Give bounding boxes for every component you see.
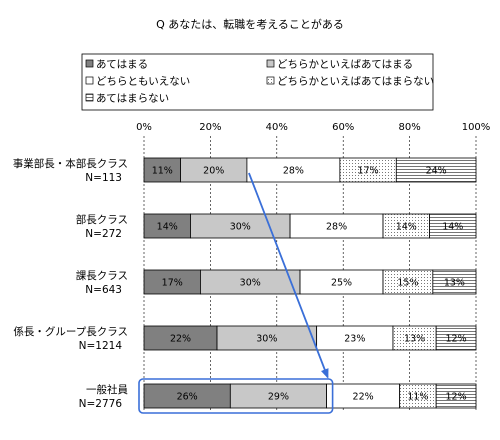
x-tick-label: 40% <box>266 122 288 133</box>
category-labels: 事業部長・本部長クラス N=113 部長クラス N=272 課長クラス N=643 係長・グ… <box>13 157 129 410</box>
chart-title: Q あなたは、転職を考えることがある <box>156 17 344 31</box>
bar-data-label: 13% <box>444 278 465 289</box>
bar-data-label: 11% <box>152 166 173 177</box>
bar-segment <box>395 157 477 183</box>
bar-data-label: 29% <box>268 392 289 403</box>
category-label: 部長クラス <box>76 213 128 226</box>
bar-segment <box>289 213 384 239</box>
bar-data-label: 17% <box>162 278 183 289</box>
bar-data-label: 30% <box>256 334 277 345</box>
bar-data-label: 25% <box>331 278 352 289</box>
bar-data-label: 22% <box>353 392 374 403</box>
category-n-label: N=2776 <box>79 398 123 410</box>
category-n-label: N=113 <box>85 172 122 184</box>
x-tick-label: 60% <box>332 122 354 133</box>
bar-data-label: 12% <box>446 334 467 345</box>
category-n-label: N=1214 <box>79 340 123 352</box>
bar-data-label: 30% <box>240 278 261 289</box>
bar-segment <box>200 269 301 295</box>
category-label: 一般社員 <box>86 383 128 396</box>
category-label: 事業部長・本部長クラス <box>13 157 128 170</box>
bar-data-label: 15% <box>397 278 418 289</box>
bar-data-label: 14% <box>157 222 178 233</box>
bar-segment <box>299 269 384 295</box>
highlight-box <box>138 378 334 414</box>
bar-segment <box>429 213 477 239</box>
category-n-label: N=272 <box>85 228 122 240</box>
legend-swatch <box>85 76 94 85</box>
legend-swatch <box>266 76 275 85</box>
x-tick-label: 80% <box>398 122 420 133</box>
legend-swatch <box>85 93 94 102</box>
legend-frame <box>81 53 434 111</box>
bars: 11% 20% 28% 17% 24% 14% 30% 28% 14% 14% 17% 30% 25% 1… <box>143 157 477 409</box>
category-n-label: N=643 <box>85 284 122 296</box>
bar-data-label: 30% <box>230 222 251 233</box>
x-tick-label: 0% <box>136 122 152 133</box>
bar-segment <box>432 269 477 295</box>
category-label: 課長クラス <box>76 269 128 282</box>
bar-segment <box>190 213 291 239</box>
bar-segment <box>143 269 201 295</box>
bar-data-label: 28% <box>326 222 347 233</box>
legend-label: あてはまらない <box>96 93 169 105</box>
bar-segment <box>382 213 430 239</box>
bar-segment <box>216 325 318 351</box>
bar-segment <box>143 213 191 239</box>
legend-swatch <box>85 59 94 68</box>
bar-data-label: 13% <box>404 334 425 345</box>
bar-segment <box>143 325 218 351</box>
legend-label: どちらかといえばあてはまる <box>277 59 413 71</box>
bar-data-label: 22% <box>170 334 191 345</box>
trend-arrow <box>248 172 329 379</box>
bar-data-label: 11% <box>407 392 428 403</box>
x-tick-label: 100% <box>462 122 491 133</box>
bar-data-label: 26% <box>177 392 198 403</box>
annotations <box>138 172 334 414</box>
bar-segment <box>435 383 477 409</box>
bar-data-label: 23% <box>344 334 365 345</box>
legend-label: どちらともいえない <box>96 76 190 88</box>
bar-data-label: 28% <box>283 166 304 177</box>
bar-segment <box>326 383 401 409</box>
legend-label: どちらかといえばあてはまらない <box>277 76 434 88</box>
bar-data-label: 24% <box>426 166 447 177</box>
bar-segment <box>339 157 397 183</box>
bar-segment <box>435 325 477 351</box>
legend-swatch <box>266 59 275 68</box>
x-tick-label: 20% <box>199 122 221 133</box>
bar-segment <box>229 383 328 409</box>
bar-data-label: 12% <box>446 392 467 403</box>
bar-segment <box>246 157 341 183</box>
x-axis-ticks: 0% 20% 40% 60% 80% 100% <box>136 122 490 133</box>
category-label: 係長・グループ長クラス <box>13 325 128 338</box>
bar-data-label: 17% <box>358 166 379 177</box>
bar-data-label: 14% <box>396 222 417 233</box>
bar-data-label: 14% <box>442 222 463 233</box>
bar-data-label: 20% <box>203 166 224 177</box>
legend-label: あてはまる <box>96 59 148 71</box>
